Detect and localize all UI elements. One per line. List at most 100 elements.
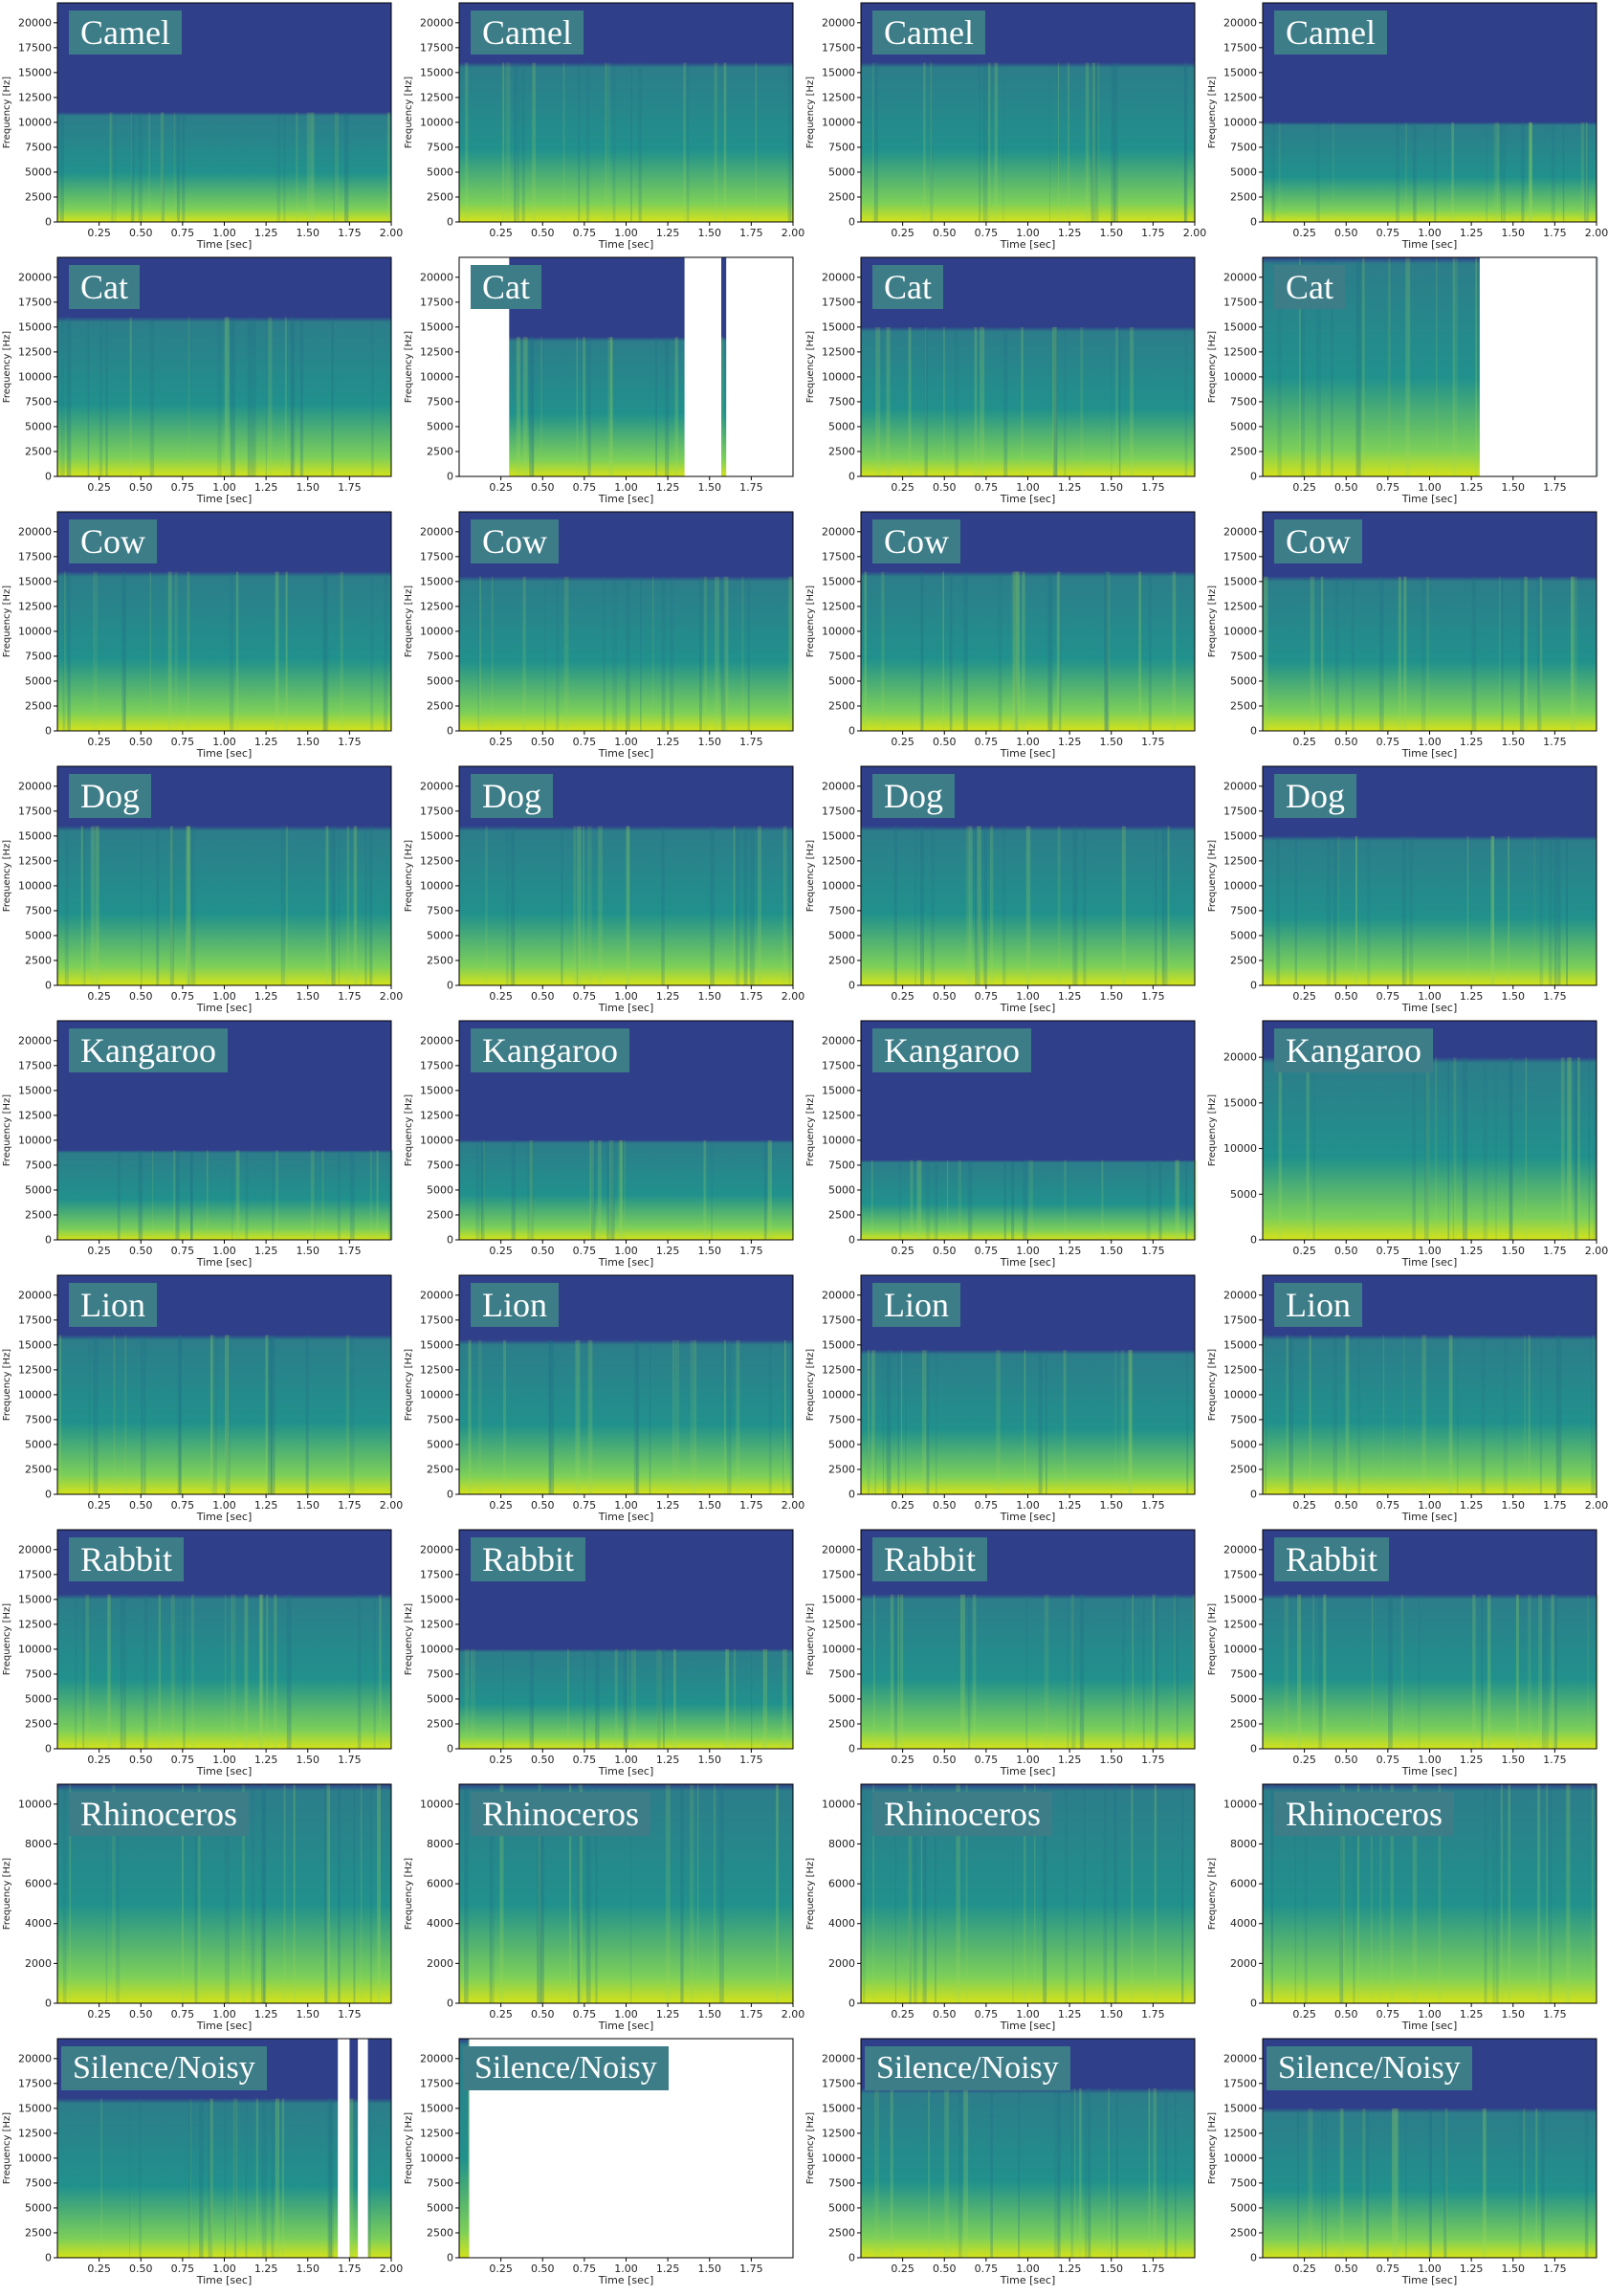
y-tick-label: 17500: [420, 550, 453, 563]
x-tick-label: 1.75: [739, 1245, 763, 1257]
spectral-streak: [1499, 576, 1501, 731]
spectral-streak: [1148, 571, 1152, 731]
spectral-streak: [1320, 576, 1324, 731]
y-tick-label: 17500: [420, 1059, 453, 1071]
spectral-streak: [1463, 1057, 1467, 1240]
spectral-streak: [148, 112, 150, 222]
spectral-streak: [723, 576, 729, 731]
spectral-streak: [672, 1339, 674, 1494]
x-tick-label: 1.50: [1100, 227, 1124, 239]
spectral-streak: [873, 1594, 875, 1749]
y-tick-label: 15000: [822, 1338, 855, 1351]
y-tick-label: 4000: [427, 1917, 453, 1930]
spectral-streak: [563, 576, 569, 731]
spectrogram-panel: 0 2500 5000 7500 10000 12500 15000 17500 20000 0.…: [804, 1018, 1206, 1272]
spectral-streak: [468, 1339, 472, 1494]
x-tick-label: 1.75: [1543, 2263, 1567, 2275]
spectral-streak: [1423, 1057, 1429, 1240]
y-tick-label: 12500: [822, 1109, 855, 1121]
spectrogram-panel: 0 2500 5000 7500 10000 12500 15000 17500 20000 0.…: [804, 1272, 1206, 1527]
x-axis-label: Time [sec]: [196, 1511, 253, 1523]
spectral-streak: [224, 2098, 227, 2258]
x-tick-label: 1.00: [1016, 1754, 1040, 1766]
spectral-streak: [590, 1139, 594, 1240]
spectral-streak: [325, 826, 329, 985]
spectral-streak: [510, 826, 516, 985]
spectral-streak: [1537, 576, 1542, 731]
y-tick-label: 10000: [420, 1643, 453, 1655]
spectral-streak: [1355, 257, 1361, 476]
class-label: Cow: [1274, 519, 1363, 563]
spectral-streak: [1101, 1159, 1104, 1240]
spectral-streak: [1164, 2088, 1168, 2258]
spectral-streak: [258, 1594, 262, 1749]
spectral-streak: [194, 1784, 198, 2003]
spectrogram-svg: 0 2500 5000 7500 10000 12500 15000 17500 20000 0.…: [1207, 765, 1597, 1014]
class-label: Cat: [69, 265, 140, 309]
spectral-streak: [187, 317, 190, 476]
y-tick-label: 5000: [427, 420, 453, 432]
spectral-streak: [1271, 121, 1276, 222]
spectral-streak: [897, 1350, 900, 1494]
spectrogram-panel: 0 2500 5000 7500 10000 12500 15000 17500 20000 0.…: [0, 763, 403, 1018]
x-tick-label: 0.25: [489, 1754, 513, 1766]
spectrogram-panel: 0 2500 5000 7500 10000 12500 15000 17500 20000 0.…: [1205, 1527, 1608, 1781]
spectral-streak: [920, 1784, 923, 2003]
x-tick-label: 0.50: [1334, 481, 1358, 494]
spectral-streak: [105, 1784, 108, 2003]
class-label: Kangaroo: [872, 1028, 1031, 1072]
y-tick-label: 0: [848, 216, 855, 229]
y-tick-label: 17500: [822, 1314, 855, 1326]
spectral-streak: [499, 1784, 504, 2003]
y-tick-label: 17500: [420, 2077, 453, 2089]
spectral-streak: [943, 326, 945, 476]
x-tick-label: 1.25: [1058, 736, 1082, 748]
spectral-streak: [1193, 1594, 1196, 1749]
y-tick-label: 15000: [18, 1338, 52, 1351]
y-tick-label: 0: [848, 725, 855, 738]
y-axis-label: Frequency [Hz]: [2, 77, 12, 149]
spectral-streak: [593, 1139, 596, 1240]
y-tick-label: 12500: [420, 1109, 453, 1121]
spectral-streak: [568, 1784, 572, 2003]
x-axis-label: Time [sec]: [196, 1002, 253, 1014]
y-tick-label: 20000: [420, 780, 453, 792]
spectral-streak: [1549, 1784, 1553, 2003]
x-axis-label: Time [sec]: [196, 1256, 253, 1269]
y-tick-label: 5000: [1230, 1692, 1257, 1705]
spectral-streak: [782, 1339, 784, 1494]
y-tick-label: 15000: [420, 66, 453, 78]
spectral-streak: [1333, 1335, 1337, 1494]
spectral-streak: [1584, 2108, 1589, 2258]
spectrogram-svg: 0 2500 5000 7500 10000 12500 15000 17500 20000 0.…: [404, 511, 794, 760]
spectral-streak: [327, 2098, 332, 2258]
y-tick-label: 2500: [828, 2226, 855, 2239]
spectral-streak: [235, 1150, 240, 1240]
y-tick-label: 5000: [427, 1183, 453, 1196]
x-tick-label: 1.50: [1502, 227, 1526, 239]
spectrogram-panel: 0 2500 5000 7500 10000 12500 15000 17500 20000 0.…: [0, 509, 403, 763]
y-tick-label: 17500: [822, 550, 855, 563]
spectral-streak: [1113, 1784, 1117, 2003]
y-tick-label: 15000: [822, 2102, 855, 2114]
spectral-streak: [152, 1150, 154, 1240]
spectral-streak: [124, 1335, 127, 1494]
spectral-streak: [1083, 826, 1087, 985]
spectral-streak: [274, 1594, 277, 1749]
x-tick-label: 0.75: [1377, 2263, 1400, 2275]
y-tick-label: 15000: [1223, 66, 1257, 78]
spectral-streak: [1538, 1594, 1543, 1749]
spectral-streak: [914, 826, 916, 985]
y-tick-label: 12500: [1223, 1363, 1257, 1376]
spectral-streak: [1112, 62, 1118, 222]
spectral-streak: [714, 62, 718, 222]
spectral-streak: [576, 826, 579, 985]
x-tick-label: 0.50: [933, 736, 957, 748]
spectral-streak: [349, 1150, 355, 1240]
y-tick-label: 10000: [18, 625, 52, 637]
y-tick-label: 10000: [822, 1388, 855, 1401]
y-axis-label: Frequency [Hz]: [805, 1094, 816, 1167]
spectral-streak: [324, 1784, 328, 2003]
spectral-streak: [736, 1339, 740, 1494]
spectral-streak: [1044, 1594, 1049, 1749]
